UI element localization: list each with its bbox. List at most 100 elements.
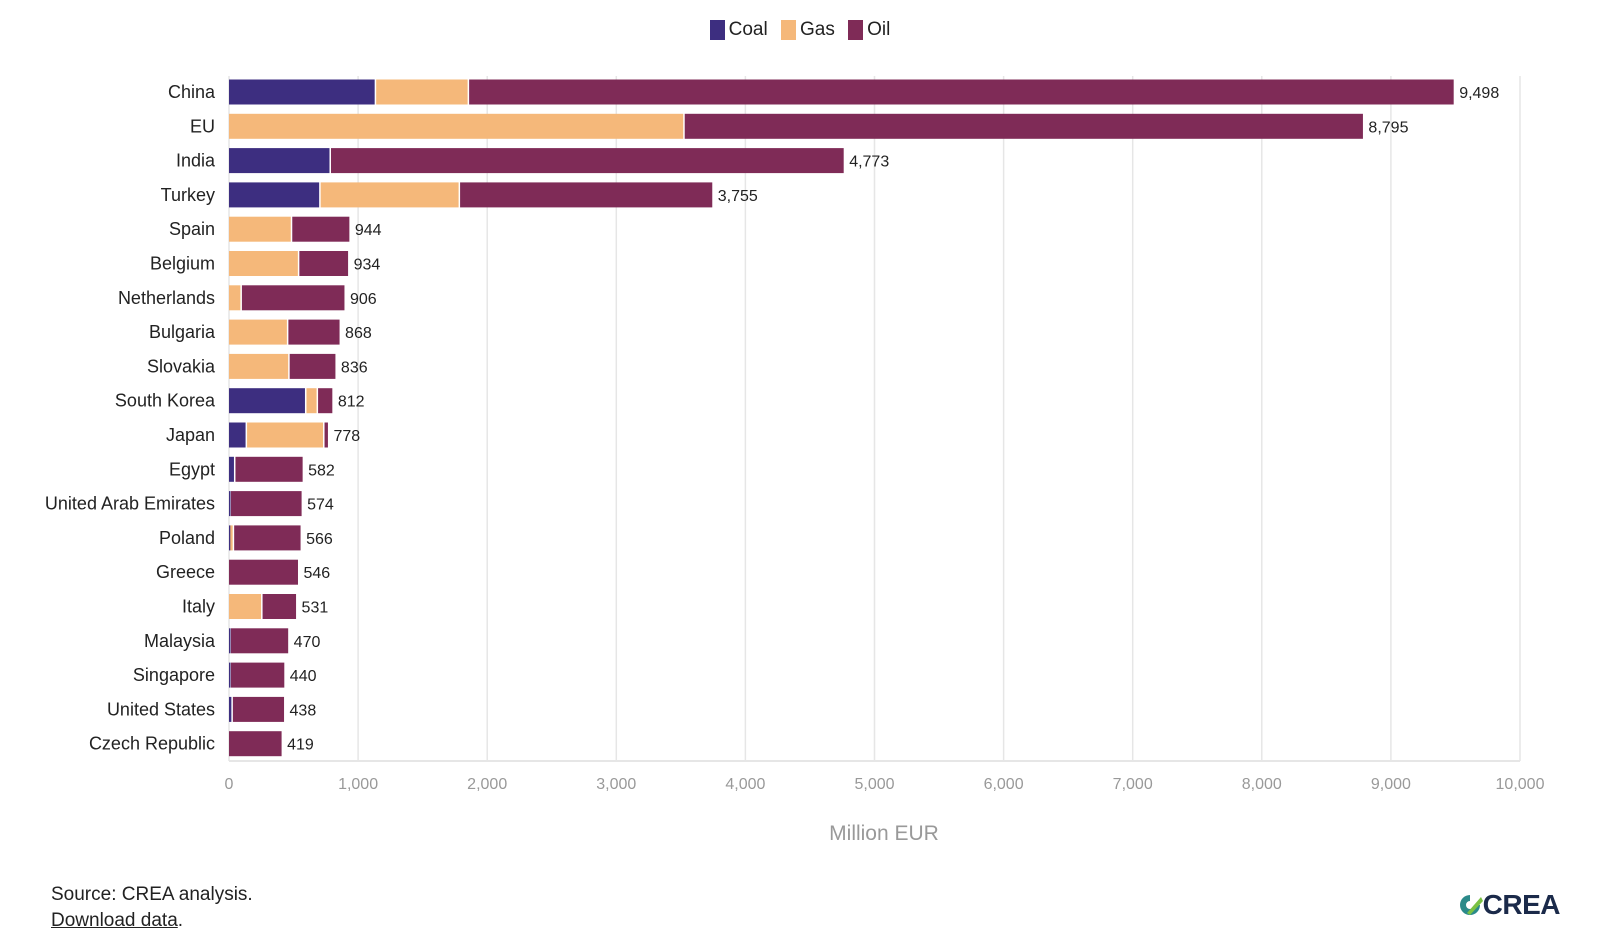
bar-oil-south-korea[interactable] (318, 388, 333, 414)
total-label: 470 (294, 634, 321, 651)
category-label: Poland (159, 528, 215, 548)
category-label: India (176, 151, 216, 171)
bar-oil-bulgaria[interactable] (288, 319, 340, 345)
bar-oil-egypt[interactable] (235, 456, 303, 482)
category-label: China (168, 82, 216, 102)
crea-logo: CREA (1457, 889, 1561, 921)
bar-oil-india[interactable] (330, 148, 844, 174)
bar-oil-eu[interactable] (684, 113, 1363, 139)
bar-oil-turkey[interactable] (460, 182, 713, 208)
x-axis-label: Million EUR (829, 822, 939, 845)
total-label: 419 (287, 737, 314, 754)
x-tick-label: 1,000 (338, 776, 378, 793)
bar-oil-spain[interactable] (292, 216, 350, 242)
bar-gas-bulgaria[interactable] (229, 319, 287, 345)
total-labels: 9,498 8,795 4,773 3,755 944 934 906 868 836 812 77… (287, 85, 1499, 754)
bar-coal-india[interactable] (229, 148, 330, 174)
category-labels: China EU India Turkey Spain Belgium Netherland… (45, 82, 216, 754)
download-data-link[interactable]: Download data (51, 910, 178, 931)
bar-oil-italy[interactable] (262, 594, 297, 619)
x-tick-label: 4,000 (725, 776, 765, 793)
bar-oil-slovakia[interactable] (289, 353, 336, 379)
total-label: 438 (290, 702, 317, 719)
category-label: Turkey (161, 185, 215, 205)
gas-swatch-icon (780, 20, 796, 40)
stacked-bar-chart: China EU India Turkey Spain Belgium Netherland… (45, 76, 1545, 845)
source-note: Source: CREA analysis. (51, 884, 253, 905)
category-label: Singapore (133, 665, 215, 685)
bar-oil-belgium[interactable] (299, 251, 349, 276)
legend-label-oil: Oil (867, 19, 891, 40)
legend: Coal Gas Oil (0, 19, 1600, 46)
bar-gas-spain[interactable] (229, 216, 291, 242)
category-label: Greece (156, 562, 215, 582)
total-label: 8,795 (1368, 119, 1408, 136)
total-label: 440 (290, 668, 317, 685)
gridlines (228, 76, 1521, 762)
x-tick-label: 6,000 (984, 776, 1024, 793)
x-tick-label: 3,000 (596, 776, 636, 793)
download-suffix: . (177, 910, 184, 931)
bar-oil-united-states[interactable] (232, 696, 285, 722)
total-label: 836 (341, 359, 368, 376)
bar-coal-poland[interactable] (229, 525, 231, 551)
category-label: South Korea (115, 391, 216, 411)
legend-item-gas[interactable]: Gas (780, 19, 835, 41)
total-label: 944 (355, 222, 382, 239)
bar-gas-netherlands[interactable] (229, 285, 241, 311)
category-label: EU (190, 116, 215, 136)
x-tick-label: 0 (225, 776, 234, 793)
bar-oil-poland[interactable] (234, 525, 301, 551)
legend-item-coal[interactable]: Coal (709, 19, 768, 41)
bar-oil-greece[interactable] (229, 559, 298, 585)
bar-coal-japan[interactable] (229, 422, 246, 448)
total-label: 4,773 (849, 154, 889, 171)
bar-gas-eu[interactable] (229, 113, 684, 139)
bar-gas-south-korea[interactable] (306, 388, 317, 414)
total-label: 546 (303, 565, 330, 582)
bar-gas-belgium[interactable] (229, 251, 298, 276)
bar-gas-poland[interactable] (230, 525, 233, 551)
bar-gas-slovakia[interactable] (229, 353, 289, 379)
bar-coal-united-arab-emirates[interactable] (229, 491, 231, 517)
category-label: Italy (182, 597, 215, 617)
category-label: Spain (169, 219, 215, 239)
category-label: Bulgaria (149, 322, 216, 342)
category-label: Egypt (169, 459, 215, 479)
total-label: 3,755 (718, 188, 758, 205)
category-label: Japan (166, 425, 215, 445)
bar-gas-turkey[interactable] (320, 182, 459, 208)
bar-coal-china[interactable] (229, 79, 375, 105)
x-tick-label: 5,000 (854, 776, 894, 793)
bar-oil-singapore[interactable] (230, 662, 285, 688)
x-tick-label: 8,000 (1242, 776, 1282, 793)
x-tick-label: 9,000 (1371, 776, 1411, 793)
coal-swatch-icon (709, 20, 725, 40)
total-label: 566 (306, 531, 333, 548)
bar-gas-japan[interactable] (247, 422, 324, 448)
total-label: 778 (333, 428, 360, 445)
bar-oil-czech-republic[interactable] (229, 731, 282, 757)
legend-label-coal: Coal (728, 19, 768, 40)
bar-oil-netherlands[interactable] (241, 285, 345, 311)
bar-coal-egypt[interactable] (229, 456, 234, 482)
x-tick-label: 10,000 (1496, 776, 1545, 793)
total-label: 531 (302, 600, 329, 617)
bar-gas-china[interactable] (376, 79, 468, 105)
bar-oil-united-arab-emirates[interactable] (230, 491, 302, 517)
bar-oil-japan[interactable] (324, 422, 328, 448)
x-tick-label: 2,000 (467, 776, 507, 793)
bar-gas-italy[interactable] (229, 594, 262, 619)
total-label: 582 (308, 462, 335, 479)
bar-coal-malaysia[interactable] (229, 628, 231, 654)
bar-coal-south-korea[interactable] (229, 388, 305, 414)
bar-coal-singapore[interactable] (229, 662, 231, 688)
category-label: Netherlands (118, 288, 215, 308)
bar-coal-united-states[interactable] (229, 696, 232, 722)
bars (229, 79, 1454, 757)
bar-oil-malaysia[interactable] (230, 628, 289, 654)
legend-item-oil[interactable]: Oil (848, 19, 890, 41)
bar-coal-turkey[interactable] (229, 182, 320, 208)
category-label: Czech Republic (89, 734, 215, 754)
bar-oil-china[interactable] (469, 79, 1454, 105)
